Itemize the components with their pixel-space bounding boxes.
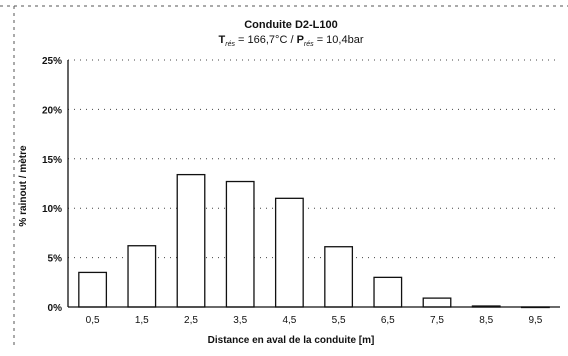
x-tick-label: 0,5 (86, 315, 100, 326)
x-tick-label: 2,5 (184, 315, 198, 326)
y-tick-label: 10% (42, 204, 62, 215)
bar-5,5 (324, 246, 354, 308)
y-tick-label: 15% (42, 155, 62, 166)
x-tick-label: 8,5 (479, 315, 493, 326)
y-axis-label: % rainout / mètre (18, 145, 29, 227)
y-tick-label: 5% (48, 254, 63, 265)
x-tick-labels: 0,5 1,5 2,5 3,5 4,5 5,5 6,5 7,5 8,5 9,5 (86, 315, 543, 326)
bar-3,5 (225, 180, 255, 308)
bars (78, 173, 550, 309)
x-tick-label: 3,5 (233, 315, 247, 326)
x-tick-label: 9,5 (528, 315, 542, 326)
y-tick-label: 20% (42, 105, 62, 116)
bar-4,5 (274, 197, 304, 308)
chart-title: Conduite D2-L100 (244, 19, 338, 31)
y-tick-label: 25% (42, 56, 62, 67)
x-tick-label: 4,5 (282, 315, 296, 326)
y-tick-labels: 0% 5% 10% 15% 20% 25% (42, 56, 62, 314)
x-axis-label: Distance en aval de la conduite [m] (208, 335, 375, 346)
x-tick-label: 5,5 (332, 315, 346, 326)
bar-2,5 (176, 173, 206, 308)
x-tick-label: 1,5 (135, 315, 149, 326)
chart-subtitle: Trés = 166,7°C / Prés = 10,4bar (219, 34, 364, 48)
bar-1,5 (127, 245, 157, 308)
bar-7,5 (422, 297, 452, 308)
bar-0,5 (78, 271, 108, 308)
x-tick-label: 6,5 (381, 315, 395, 326)
y-tick-label: 0% (48, 303, 63, 314)
bar-6,5 (373, 276, 403, 308)
x-tick-label: 7,5 (430, 315, 444, 326)
gridlines (68, 59, 560, 259)
